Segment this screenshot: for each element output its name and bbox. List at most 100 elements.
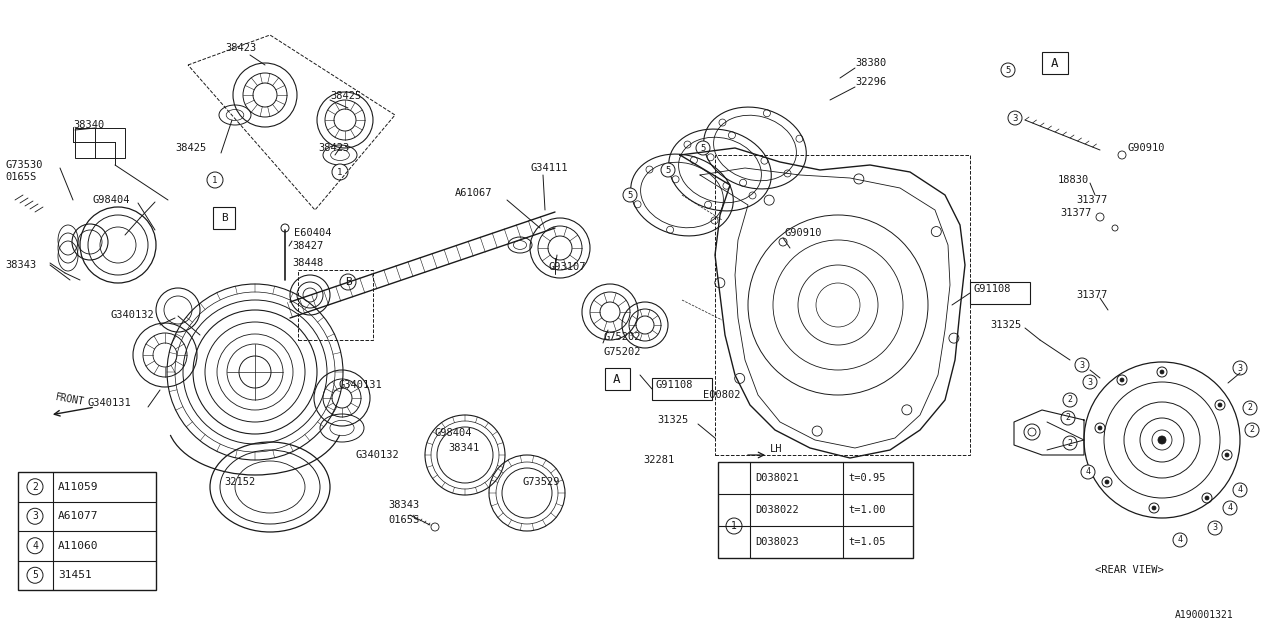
Text: 5: 5 (32, 570, 38, 580)
Circle shape (1009, 111, 1021, 125)
Text: 31377: 31377 (1060, 208, 1092, 218)
Circle shape (696, 141, 710, 155)
Text: 4: 4 (1085, 467, 1091, 477)
Circle shape (1001, 63, 1015, 77)
Text: E00802: E00802 (703, 390, 741, 400)
Text: 2: 2 (1068, 396, 1073, 404)
Text: 4: 4 (1238, 486, 1243, 495)
Text: G75202: G75202 (603, 332, 640, 342)
Circle shape (27, 567, 44, 583)
Text: 5: 5 (700, 143, 705, 152)
Text: 3: 3 (1079, 360, 1084, 369)
Text: 31377: 31377 (1076, 195, 1107, 205)
Bar (18, 472, 156, 590)
Circle shape (1172, 533, 1187, 547)
Text: A190001321: A190001321 (1175, 610, 1234, 620)
Circle shape (1204, 496, 1210, 500)
Circle shape (1062, 436, 1076, 450)
Text: 38448: 38448 (292, 258, 324, 268)
Text: A: A (613, 372, 621, 385)
Text: <REAR VIEW>: <REAR VIEW> (1094, 565, 1164, 575)
Text: G340132: G340132 (355, 450, 399, 460)
Circle shape (1225, 453, 1229, 457)
Text: 38340: 38340 (73, 120, 104, 130)
Circle shape (27, 508, 44, 524)
Text: G93107: G93107 (548, 262, 585, 272)
Text: 32296: 32296 (855, 77, 886, 87)
Text: 38380: 38380 (855, 58, 886, 68)
Circle shape (27, 538, 44, 554)
Text: D038023: D038023 (755, 537, 799, 547)
Text: G73530: G73530 (5, 160, 42, 170)
Text: 1: 1 (338, 168, 343, 177)
Text: 38425: 38425 (175, 143, 206, 153)
Text: 32281: 32281 (643, 455, 675, 465)
Circle shape (1243, 401, 1257, 415)
Bar (1042, 52, 1068, 74)
Text: 4: 4 (1178, 536, 1183, 545)
Text: 5: 5 (666, 166, 671, 175)
Circle shape (660, 163, 675, 177)
Text: 38423: 38423 (317, 143, 349, 153)
Circle shape (1208, 521, 1222, 535)
Circle shape (1219, 403, 1222, 407)
Text: A11060: A11060 (58, 541, 99, 551)
Text: t=1.00: t=1.00 (849, 505, 886, 515)
Text: B: B (220, 213, 228, 223)
Text: 3: 3 (1088, 378, 1093, 387)
Text: 1: 1 (731, 521, 737, 531)
Text: 31451: 31451 (58, 570, 92, 580)
Text: A11059: A11059 (58, 482, 99, 492)
Circle shape (332, 164, 348, 180)
Text: 1: 1 (212, 175, 218, 184)
Circle shape (1120, 378, 1124, 382)
Text: FRONT: FRONT (55, 392, 86, 408)
Text: D038021: D038021 (755, 473, 799, 483)
Circle shape (726, 518, 742, 534)
Text: G91108: G91108 (973, 284, 1010, 294)
Text: 2: 2 (1249, 426, 1254, 435)
Circle shape (1233, 483, 1247, 497)
Text: 18830: 18830 (1059, 175, 1089, 185)
Circle shape (1233, 361, 1247, 375)
Circle shape (1105, 480, 1108, 484)
Circle shape (1061, 411, 1075, 425)
Text: 31377: 31377 (1076, 290, 1107, 300)
Text: 0165S: 0165S (388, 515, 420, 525)
Text: 3: 3 (1012, 113, 1018, 122)
Circle shape (1160, 370, 1164, 374)
Bar (298, 270, 372, 340)
Text: G98404: G98404 (434, 428, 471, 438)
Text: 38427: 38427 (292, 241, 324, 251)
Circle shape (27, 479, 44, 495)
Text: E60404: E60404 (294, 228, 332, 238)
Circle shape (1075, 358, 1089, 372)
Text: 2: 2 (1248, 403, 1253, 413)
Text: 38343: 38343 (5, 260, 36, 270)
Bar (716, 155, 970, 455)
Text: 32152: 32152 (224, 477, 255, 487)
Text: D038022: D038022 (755, 505, 799, 515)
Text: LH: LH (771, 444, 782, 454)
Text: G340131: G340131 (338, 380, 381, 390)
Text: G73529: G73529 (522, 477, 559, 487)
Text: A61077: A61077 (58, 511, 99, 521)
Text: B: B (344, 277, 352, 287)
Bar (970, 282, 1030, 304)
Text: 2: 2 (1068, 438, 1073, 447)
Bar (212, 207, 236, 229)
Text: t=1.05: t=1.05 (849, 537, 886, 547)
Text: 2: 2 (32, 482, 38, 492)
Text: G91108: G91108 (655, 380, 692, 390)
Circle shape (282, 224, 289, 232)
Text: 0165S: 0165S (5, 172, 36, 182)
Text: 38425: 38425 (330, 91, 361, 101)
Text: 2: 2 (1065, 413, 1070, 422)
Text: 31325: 31325 (657, 415, 689, 425)
Text: t=0.95: t=0.95 (849, 473, 886, 483)
Bar (76, 128, 125, 158)
Text: G98404: G98404 (92, 195, 129, 205)
Circle shape (1082, 465, 1094, 479)
Circle shape (1062, 393, 1076, 407)
Bar (652, 378, 712, 400)
